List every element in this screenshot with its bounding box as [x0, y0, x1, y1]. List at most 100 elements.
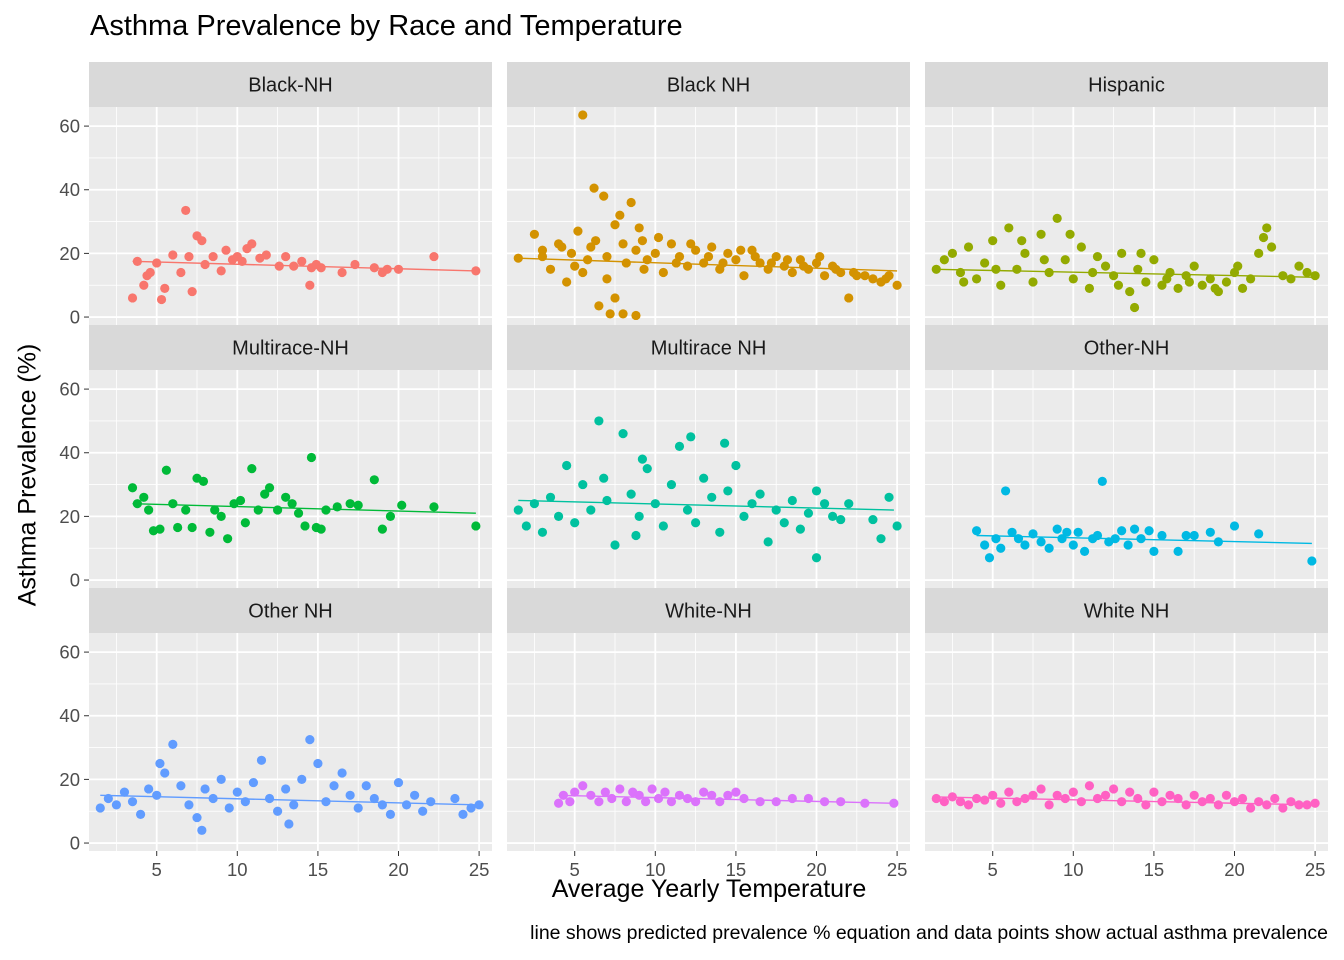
data-point — [1270, 793, 1280, 804]
data-point — [321, 505, 331, 515]
data-point — [639, 264, 649, 274]
data-point — [803, 508, 814, 518]
data-point — [429, 251, 439, 262]
data-point — [939, 255, 949, 265]
data-point — [426, 797, 436, 807]
data-point — [819, 499, 830, 509]
data-point — [1173, 793, 1183, 804]
data-point — [1084, 283, 1095, 294]
data-point — [529, 229, 540, 239]
data-point — [1076, 242, 1086, 252]
facet-panel-2: Hispanic — [925, 62, 1328, 325]
data-point — [658, 267, 668, 278]
data-point — [1052, 790, 1062, 800]
data-point — [369, 475, 379, 485]
data-point — [1129, 524, 1140, 534]
data-point — [410, 790, 420, 800]
x-tick-label: 5 — [152, 859, 162, 880]
data-point — [771, 797, 781, 807]
panel-background — [89, 633, 492, 851]
data-point — [647, 784, 657, 794]
data-point — [720, 438, 730, 448]
data-point — [1149, 787, 1159, 797]
data-point — [565, 797, 575, 807]
data-point — [176, 781, 186, 791]
chart-title: Asthma Prevalence by Race and Temperatur… — [90, 10, 683, 42]
data-point — [1221, 277, 1232, 287]
data-point — [313, 758, 323, 769]
data-point — [145, 267, 155, 278]
data-point — [521, 521, 531, 531]
data-point — [1036, 537, 1046, 547]
data-point — [127, 483, 138, 493]
data-point — [240, 518, 250, 528]
data-point — [139, 492, 149, 502]
data-point — [401, 800, 412, 810]
panel-background — [507, 370, 910, 588]
data-point — [1149, 255, 1159, 265]
data-point — [787, 793, 797, 804]
data-point — [1065, 229, 1075, 239]
data-point — [1028, 277, 1038, 287]
x-tick-label: 10 — [227, 859, 248, 880]
data-point — [377, 524, 387, 534]
data-point — [723, 790, 733, 800]
data-point — [1068, 540, 1078, 550]
data-point — [1189, 261, 1199, 271]
facet-strip — [925, 588, 1328, 633]
data-point — [736, 245, 746, 255]
data-point — [828, 511, 838, 521]
data-point — [682, 505, 693, 515]
facet-panel-4: Multirace NH — [507, 325, 910, 588]
data-point — [418, 806, 428, 816]
data-point — [393, 777, 404, 788]
facet-panel-0: Black-NH 0 20 40 60 — [59, 62, 492, 328]
data-point — [216, 511, 226, 521]
data-point — [1213, 800, 1223, 810]
data-point — [377, 800, 387, 810]
data-point — [615, 784, 625, 794]
data-point — [281, 784, 291, 794]
data-point — [996, 798, 1006, 808]
data-point — [1197, 280, 1207, 290]
panel-background — [89, 107, 492, 325]
data-point — [329, 781, 339, 791]
data-point — [1189, 530, 1199, 541]
data-point — [1100, 790, 1111, 800]
data-point — [578, 479, 588, 490]
data-point — [382, 264, 392, 274]
trend-line — [936, 268, 1316, 278]
data-point — [135, 809, 146, 820]
data-point — [787, 267, 797, 278]
data-point — [583, 255, 593, 265]
data-point — [1136, 248, 1146, 258]
data-point — [537, 245, 548, 255]
data-point — [1237, 793, 1248, 804]
data-point — [144, 784, 154, 794]
data-point — [610, 540, 620, 550]
data-point — [939, 797, 949, 807]
data-point — [1036, 229, 1046, 239]
facet-strip-label: Multirace NH — [651, 338, 767, 360]
data-point — [637, 236, 648, 246]
chart-caption: line shows predicted prevalence % equati… — [530, 922, 1328, 944]
data-point — [1205, 274, 1215, 284]
data-point — [361, 781, 371, 791]
trend-line — [132, 260, 476, 272]
data-point — [621, 258, 631, 268]
facet-strip-label: Black-NH — [248, 75, 332, 97]
data-point — [586, 505, 596, 515]
data-point — [686, 432, 696, 442]
data-point — [570, 518, 580, 528]
data-point — [287, 499, 297, 509]
data-point — [1044, 543, 1054, 553]
data-point — [618, 239, 628, 249]
data-point — [607, 793, 617, 804]
data-point — [187, 286, 197, 297]
data-point — [610, 220, 620, 230]
data-point — [795, 524, 805, 534]
data-point — [771, 251, 781, 262]
data-point — [260, 489, 270, 499]
data-point — [1036, 784, 1046, 794]
